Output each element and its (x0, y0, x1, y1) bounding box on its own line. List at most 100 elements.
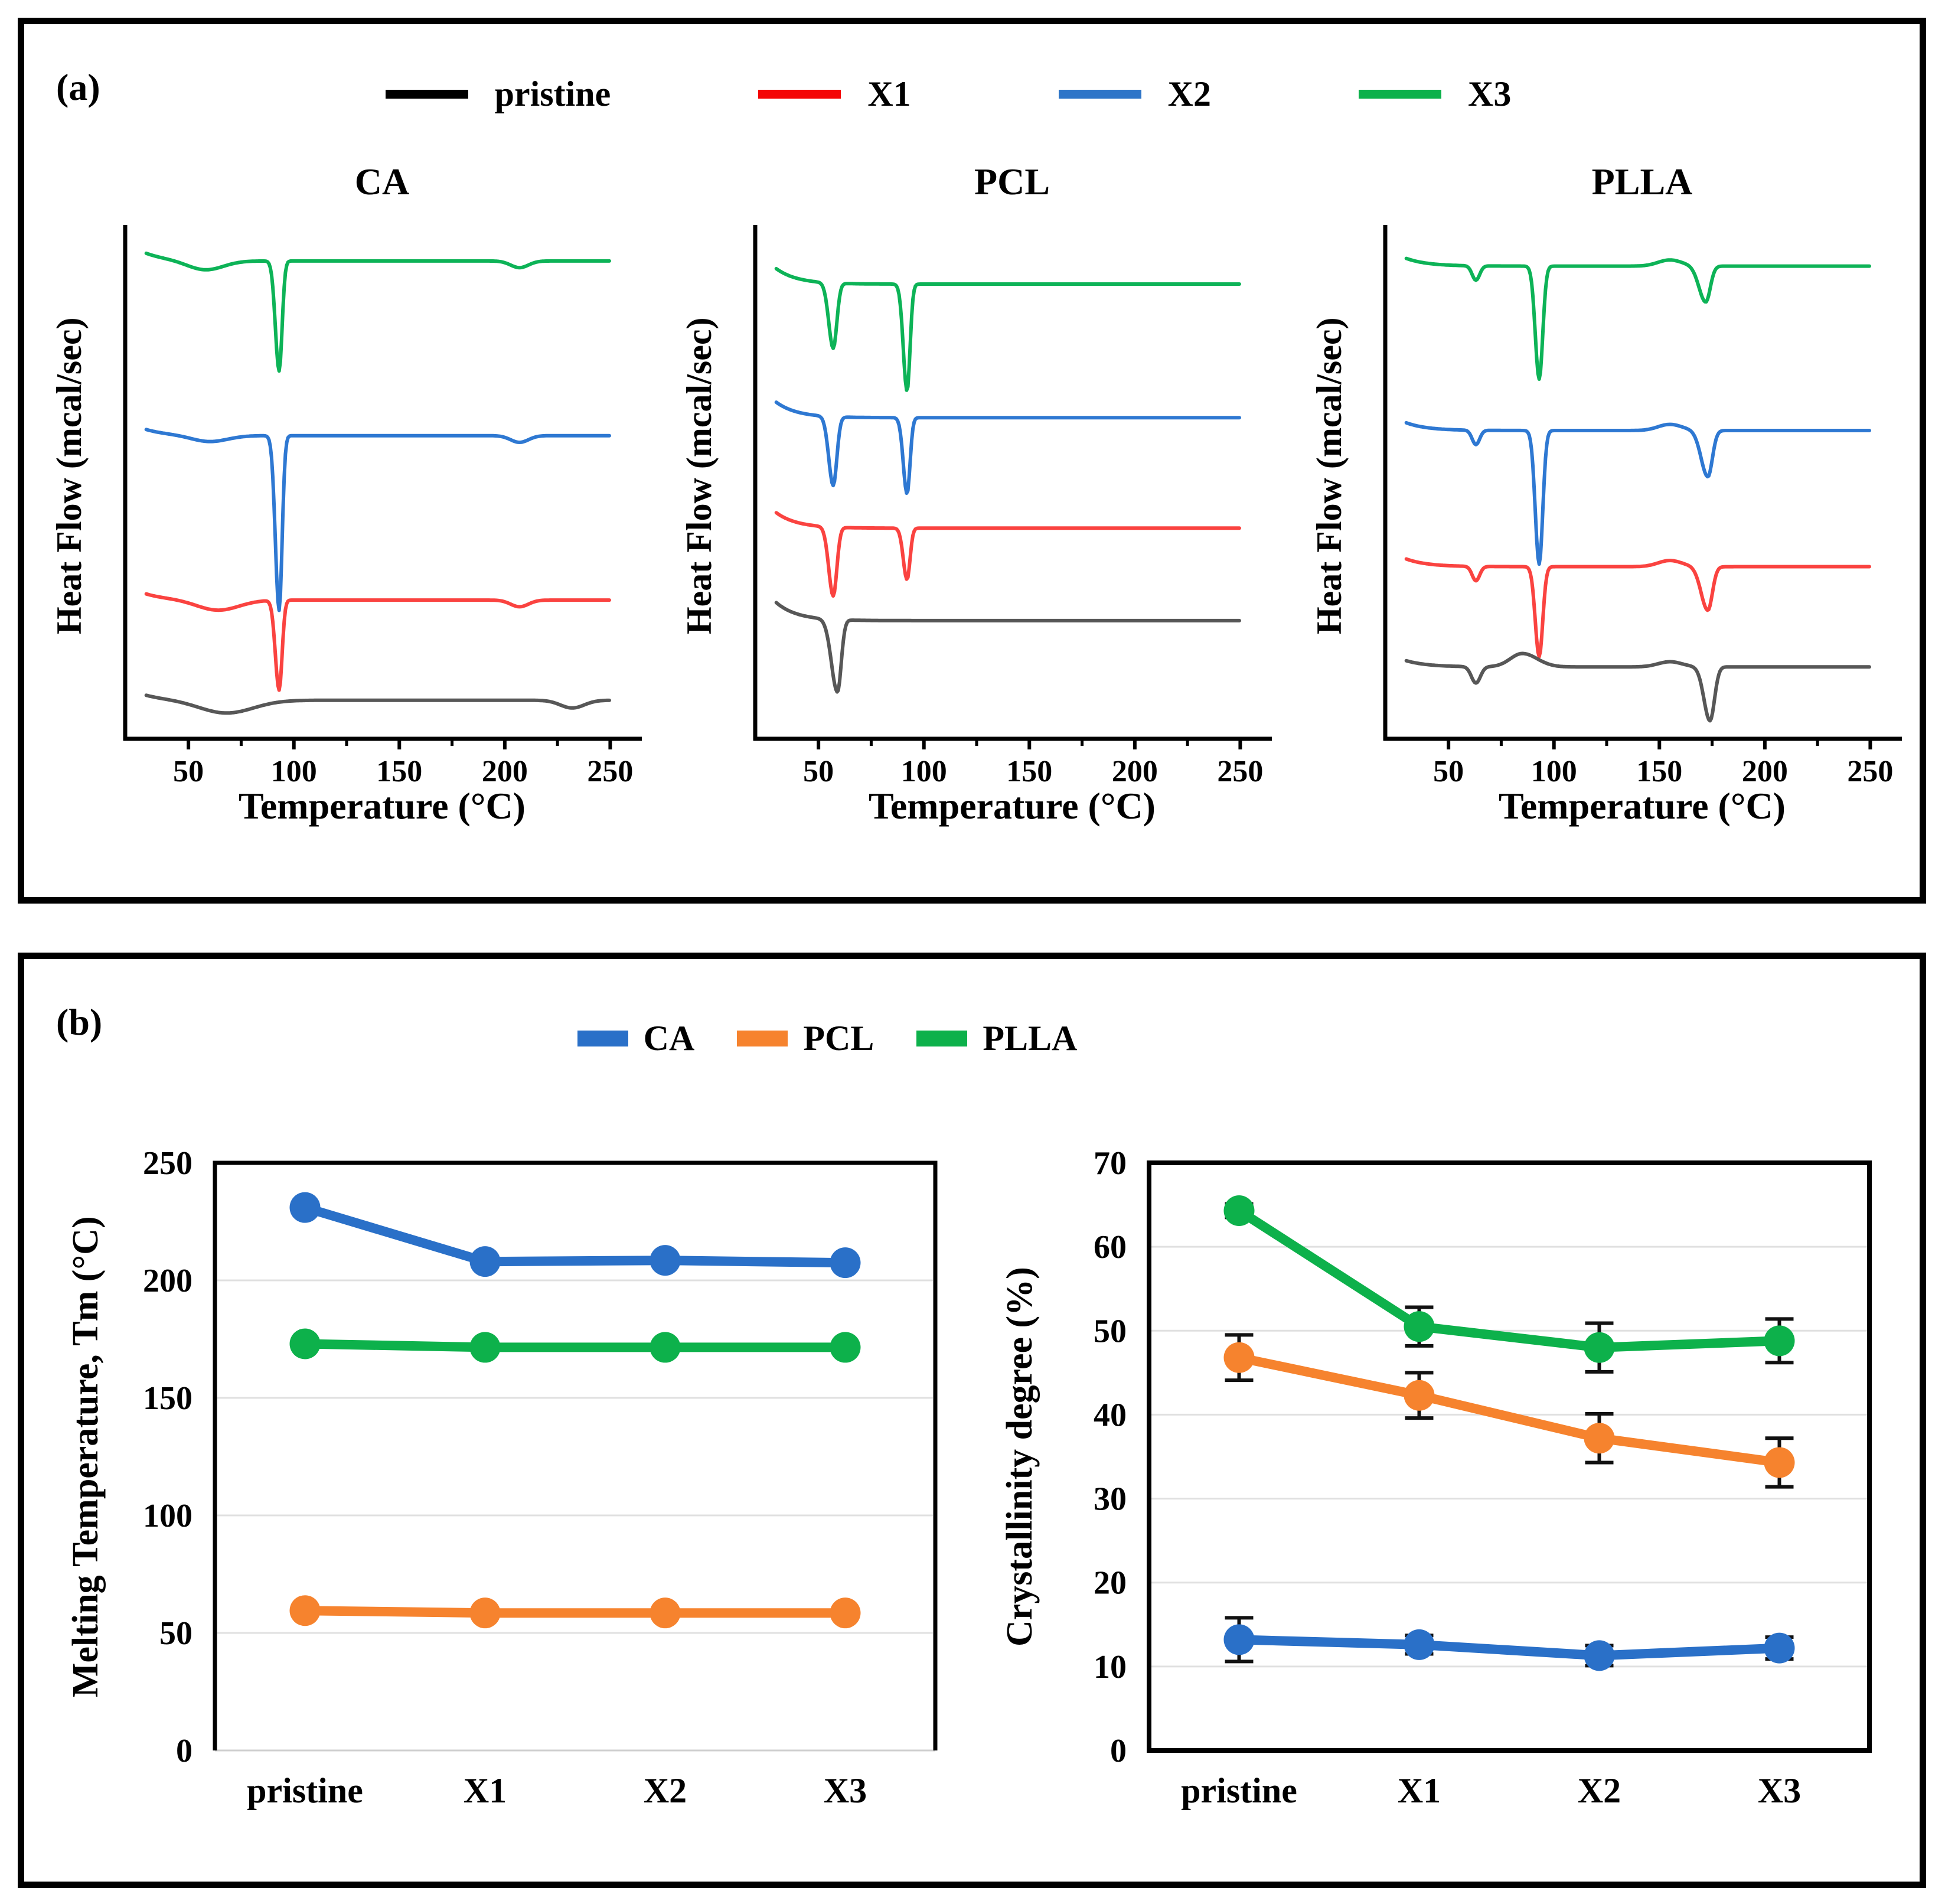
data-point-marker (1764, 1447, 1795, 1478)
legend-item-X1: X1 (758, 76, 911, 112)
x-tick-label: 50 (803, 755, 834, 788)
x-tick-label: 100 (271, 755, 317, 788)
y-tick-label: 40 (1094, 1397, 1127, 1433)
plot-frame (1147, 1160, 1872, 1753)
legend-item-PLLA: PLLA (916, 1021, 1077, 1056)
x-axis-label-temperature: Temperature (°C) (1499, 785, 1786, 827)
series-PLLA (289, 1328, 861, 1363)
legend-swatch-icon (385, 89, 468, 99)
data-point-marker (1404, 1629, 1435, 1660)
data-point-marker (1404, 1380, 1435, 1411)
y-tick-label: 0 (176, 1733, 192, 1769)
legend-swatch-icon (916, 1030, 968, 1046)
panel-b-chart-row: Melting Temperature, Tm (°C) 0 50 100 150 20… (62, 1145, 1902, 1860)
x-tick-label: 250 (1217, 755, 1263, 788)
dsc-curve-X3 (1404, 256, 1871, 381)
legend-item-X3: X3 (1359, 76, 1511, 112)
series-PCL (289, 1595, 861, 1629)
x-category-label: X3 (824, 1771, 867, 1810)
y-axis-label-crystallinity-degree: Crystallinity degree (%) (1000, 1267, 1040, 1647)
x-category-label: pristine (1181, 1771, 1297, 1810)
data-point-marker (1223, 1195, 1255, 1227)
legend-item-PCL: PCL (737, 1021, 874, 1056)
data-point-marker (830, 1247, 861, 1279)
y-tick-label: 60 (1094, 1229, 1127, 1266)
crystallinity-degree-chart: Crystallinity degree (%) 0 10 20 30 40 50 60 70… (996, 1145, 1902, 1860)
panel-a: (a) pristine X1 X2 X3 CA Heat Flow (mcal/se… (18, 18, 1926, 904)
dsc-curve-pristine (144, 693, 611, 715)
data-point-marker (1223, 1342, 1255, 1373)
series-CA (1223, 1616, 1795, 1671)
axes: 50 100 150 200 250 (1383, 225, 1902, 788)
y-tick-label: 0 (1110, 1733, 1127, 1769)
data-point-marker (1404, 1311, 1435, 1342)
x-tick-label: 50 (1433, 755, 1464, 788)
series-PCL (1223, 1333, 1795, 1489)
data-point-marker (289, 1328, 321, 1359)
dsc-plot-ca: 50 100 150 200 250 (123, 225, 642, 788)
axes: 50 100 150 200 250 (123, 225, 642, 788)
plot-frame (213, 1160, 938, 1752)
data-point-marker (289, 1595, 321, 1626)
axis-labels: 0 50 100 150 200 250 pristine X1 X2 X3 (143, 1145, 867, 1810)
dsc-plot-plla: 50 100 150 200 250 (1383, 225, 1902, 788)
data-point-marker (469, 1332, 501, 1363)
legend-label: CA (643, 1019, 695, 1058)
x-tick-label: 150 (1636, 755, 1682, 788)
y-tick-label: 10 (1094, 1649, 1127, 1685)
y-tick-label: 100 (143, 1498, 192, 1534)
dsc-body-plla: Heat Flow (mcal/sec) 50 100 150 200 250 (1306, 216, 1908, 792)
data-point-marker (469, 1597, 501, 1629)
y-tick-label: 50 (159, 1615, 192, 1652)
y-axis-label-heat-flow: Heat Flow (mcal/sec) (50, 317, 89, 635)
y-tick-label: 50 (1094, 1313, 1127, 1349)
data-point-marker (650, 1332, 681, 1363)
series-line (1234, 1352, 1784, 1468)
dsc-subplot-pcl: PCL Heat Flow (mcal/sec) 50 100 150 200 250 … (675, 163, 1278, 825)
panel-b-label: (b) (56, 1001, 103, 1043)
legend-swatch-icon (758, 89, 841, 99)
dsc-body-pcl: Heat Flow (mcal/sec) 50 100 150 200 250 (675, 216, 1278, 792)
subplot-title-ca: CA (354, 161, 410, 203)
series-PLLA (1223, 1195, 1795, 1374)
dsc-curve-X2 (1404, 420, 1871, 566)
data-point-marker (1584, 1640, 1615, 1671)
series-CA (289, 1192, 861, 1279)
data-point-marker (289, 1192, 321, 1223)
dsc-curve-X3 (774, 267, 1241, 392)
y-tick-label: 200 (143, 1263, 192, 1299)
x-tick-label: 200 (1742, 755, 1788, 788)
data-point-marker (830, 1597, 861, 1629)
y-tick-label: 30 (1094, 1481, 1127, 1518)
data-point-marker (830, 1332, 861, 1363)
data-point-marker (1764, 1325, 1795, 1357)
dsc-subplot-ca: CA Heat Flow (mcal/sec) 50 100 150 200 250 T… (45, 163, 648, 825)
legend-swatch-icon (577, 1030, 628, 1046)
x-tick-label: 50 (173, 755, 204, 788)
panel-a-legend: pristine X1 X2 X3 (1, 76, 1896, 112)
data-point-marker (1584, 1423, 1615, 1454)
legend-swatch-icon (1359, 89, 1441, 99)
dsc-curve-X1 (144, 592, 611, 692)
legend-swatch-icon (737, 1030, 788, 1046)
data-point-marker (1223, 1624, 1255, 1655)
legend-label: X2 (1167, 74, 1211, 113)
dsc-body-ca: Heat Flow (mcal/sec) 50 100 150 200 250 (45, 216, 648, 792)
axes: 50 100 150 200 250 (753, 225, 1272, 788)
x-category-label: X1 (1398, 1771, 1441, 1810)
subplot-title-plla: PLLA (1591, 161, 1693, 203)
series-line (1234, 1206, 1784, 1352)
x-category-label: X2 (644, 1771, 687, 1810)
legend-label: pristine (494, 74, 611, 113)
subplot-title-pcl: PCL (974, 161, 1050, 203)
x-tick-label: 150 (1006, 755, 1052, 788)
y-axis-label-heat-flow: Heat Flow (mcal/sec) (1310, 317, 1349, 635)
series-line (300, 1606, 850, 1618)
y-tick-label: 150 (143, 1380, 192, 1417)
x-category-label: X2 (1578, 1771, 1621, 1810)
y-tick-label: 250 (143, 1148, 192, 1182)
x-axis-label-temperature: Temperature (°C) (239, 785, 526, 827)
legend-label: X1 (867, 74, 911, 113)
y-tick-label: 20 (1094, 1565, 1127, 1602)
melting-temperature-plot: 0 50 100 150 200 250 pristine X1 X2 X3 (143, 1145, 938, 1810)
